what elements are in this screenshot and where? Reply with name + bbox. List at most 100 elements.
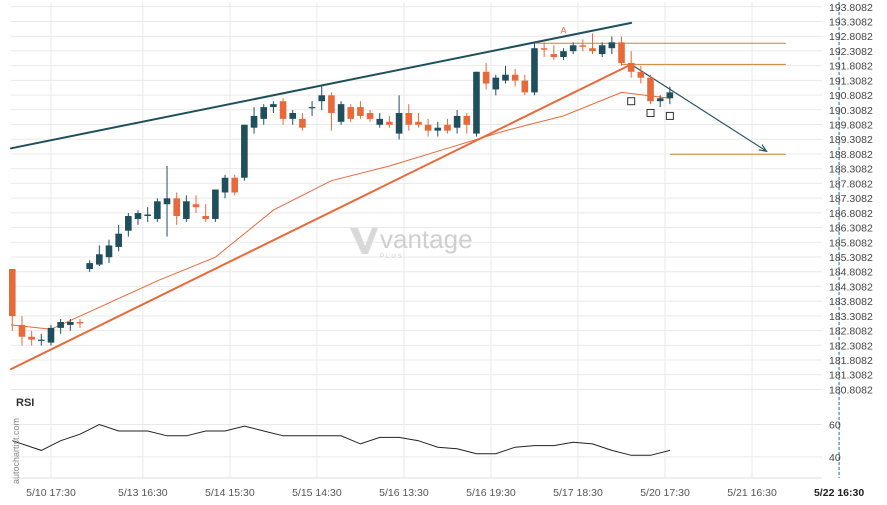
y-tick-label: 192.3082 (829, 46, 873, 58)
y-tick-label: 182.8082 (829, 326, 873, 338)
y-tick-label: 188.8082 (829, 149, 873, 161)
candle-body (231, 177, 239, 193)
candle-body (482, 71, 490, 84)
candle-body (347, 107, 355, 119)
x-tick-label: 5/16 19:30 (466, 487, 516, 499)
candle-body (434, 127, 442, 131)
y-tick-label: 184.3082 (829, 281, 873, 293)
y-tick-label: 191.8082 (829, 61, 873, 73)
pattern-marker (646, 108, 655, 117)
candle-body (318, 95, 326, 102)
candle-body (627, 62, 635, 72)
x-tick-label: 5/17 18:30 (553, 487, 603, 499)
y-tick-label: 187.3082 (829, 193, 873, 205)
rsi-title: RSI (16, 397, 34, 409)
x-tick-label: 5/16 13:30 (379, 487, 429, 499)
candle-body (405, 112, 413, 125)
candle-body (105, 245, 113, 258)
candle-body (173, 198, 180, 217)
candle-body (492, 77, 500, 90)
candle-body (260, 107, 268, 119)
candle-body (38, 339, 45, 341)
candle-body (221, 177, 229, 193)
candle-body (502, 74, 509, 81)
candles (9, 33, 674, 346)
candle-body (666, 92, 674, 99)
candle-body (96, 254, 103, 265)
source-label: autochartist.com (11, 418, 21, 484)
y-axis: 193.8082 193.3082 192.8082 192.3082 191.8082… (829, 2, 873, 397)
candle-body (337, 104, 345, 122)
x-tick-label: 5/20 17:30 (640, 487, 690, 499)
candle-body (241, 124, 248, 178)
y-tick-label: 184.8082 (829, 267, 873, 279)
candle-body (154, 201, 161, 219)
candle-body (67, 321, 74, 325)
candle-body (250, 115, 258, 128)
y-tick-label: 189.8082 (829, 120, 873, 132)
candle-body (415, 121, 422, 125)
moving-average-line (10, 91, 670, 330)
candle-body (18, 324, 26, 337)
rsi-tick-label: 60 (829, 419, 841, 431)
y-tick-label: 191.3082 (829, 75, 873, 87)
candle-body (560, 51, 567, 58)
candle-body (521, 80, 529, 93)
candle-body (376, 118, 384, 125)
candle-body (473, 71, 480, 134)
candle-body (270, 104, 277, 108)
rsi-panel: 60 40 (11, 419, 841, 464)
x-tick-label: 5/10 17:30 (26, 487, 76, 499)
x-axis: 5/10 17:30 5/13 16:30 5/14 15:30 5/15 14:30… (26, 487, 864, 499)
candle-body (463, 115, 471, 125)
candle-body (86, 263, 93, 270)
y-tick-label: 181.3082 (829, 370, 873, 382)
candle-body (598, 45, 606, 55)
y-tick-label: 187.8082 (829, 178, 873, 190)
candle-body (163, 198, 171, 205)
candle-body (28, 336, 35, 340)
rsi-tick-label: 40 (829, 452, 841, 464)
candle-body (289, 112, 297, 119)
candle-body (608, 42, 616, 49)
x-tick-label: 5/21 16:30 (727, 487, 777, 499)
candle-body (144, 214, 151, 217)
y-tick-label: 183.3082 (829, 311, 873, 323)
candle-body (647, 77, 654, 102)
y-tick-label: 189.3082 (829, 134, 873, 146)
watermark-sub: PLUS (380, 254, 404, 260)
watermark-brand: vantage (380, 224, 473, 254)
y-tick-label: 186.8082 (829, 208, 873, 220)
candle-body (279, 101, 287, 119)
drawing-lines (10, 21, 786, 371)
candle-body (569, 45, 577, 52)
vantage-logo-icon (350, 228, 378, 254)
grid-lines (11, 2, 840, 479)
candle-body (453, 115, 461, 128)
upper-trendline (10, 21, 633, 150)
y-tick-label: 182.3082 (829, 340, 873, 352)
y-tick-label: 192.8082 (829, 31, 873, 43)
candle-body (212, 189, 219, 219)
candle-body (357, 107, 364, 116)
candle-body (386, 121, 393, 125)
x-tick-label: 5/14 15:30 (205, 487, 255, 499)
candle-body (183, 201, 190, 219)
y-tick-label: 183.8082 (829, 296, 873, 308)
x-tick-label: 5/15 14:30 (292, 487, 342, 499)
candle-body (76, 321, 84, 324)
candle-body (540, 48, 548, 50)
candle-body (202, 216, 209, 219)
candle-body (366, 112, 374, 119)
watermark: vantage PLUS (350, 224, 473, 260)
candle-body (308, 107, 316, 109)
forecast-arrowhead (758, 144, 768, 153)
y-tick-label: 190.3082 (829, 105, 873, 117)
forecast-arrow-line (630, 63, 767, 152)
candle-body (424, 124, 432, 131)
pattern-marker (627, 97, 636, 106)
pattern-label: A (560, 25, 566, 35)
candle-body (395, 112, 403, 134)
y-tick-label: 186.3082 (829, 223, 873, 235)
